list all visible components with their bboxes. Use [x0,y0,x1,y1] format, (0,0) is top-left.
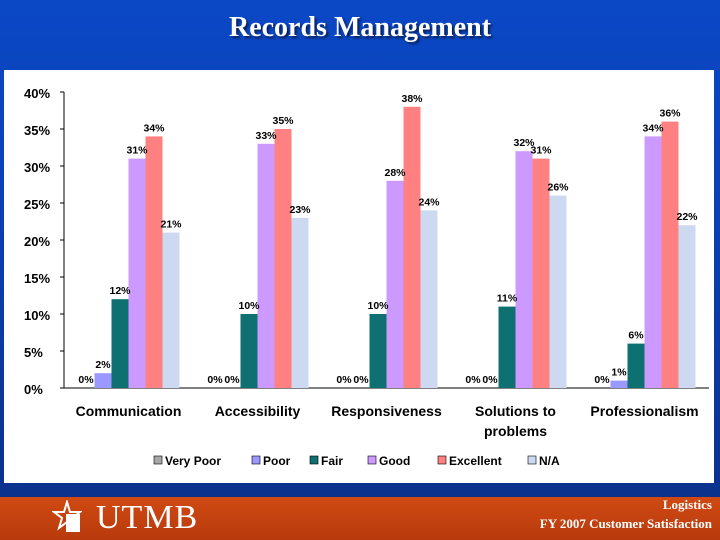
y-tick-label: 10% [24,308,50,323]
bar-data-label: 1% [611,367,627,379]
bar-data-label: 10% [367,300,389,312]
bar [162,232,180,388]
bar-data-label: 33% [255,130,277,142]
bar-data-label: 28% [384,167,406,179]
bar-data-label: 26% [547,182,569,194]
bar [274,129,292,388]
bar-data-label: 0% [224,374,240,386]
y-tick-label: 0% [24,382,43,397]
bar-data-label: 23% [289,204,311,216]
legend-item: Good [367,454,410,468]
utmb-logo-text: UTMB [96,499,199,536]
legend-swatch [251,455,261,465]
chart-bars [94,106,696,389]
bar-data-label: 21% [160,219,182,231]
legend-item: Poor [251,454,291,468]
bar-data-label: 0% [353,374,369,386]
bar [369,314,387,388]
y-tick-label: 5% [24,345,43,360]
chart-panel: 0% 5% 10% 15% 20% 25% 30% 35% 40% Communication Ac… [4,70,714,483]
bar-data-label: 0% [207,374,223,386]
legend-swatch [367,455,377,465]
bar [145,136,163,388]
footer-line-1: Logistics [662,497,712,512]
footer-bar [0,497,720,540]
bar-data-label: 31% [126,145,148,157]
bar-data-label: 31% [530,145,552,157]
bar-data-label: 35% [272,115,294,127]
bar [549,195,567,388]
bar [386,180,404,388]
bar [111,299,129,388]
legend-label: Very Poor [165,454,221,468]
bar [257,143,275,388]
bar-data-label: 0% [594,374,610,386]
y-tick-label: 15% [24,271,50,286]
bar-chart: 0% 5% 10% 15% 20% 25% 30% 35% 40% Communication Ac… [24,86,709,468]
bar-data-label: 34% [143,122,165,134]
x-tick-label: Solutions to [475,403,556,419]
slide-title: Records Management [228,12,492,43]
bar-data-label: 24% [418,196,440,208]
chart-axes: 0% 5% 10% 15% 20% 25% 30% 35% 40% Communication Ac… [24,86,709,439]
bar [532,158,550,388]
legend-item: Fair [309,454,343,468]
legend-label: Poor [263,454,291,468]
bar [627,343,645,388]
y-tick-label: 30% [24,160,50,175]
bar-data-label: 0% [336,374,352,386]
legend-label: N/A [539,454,560,468]
bar-data-label: 0% [78,374,94,386]
chart-legend: Very Poor Poor Fair Good Excellent N/A [153,454,560,468]
y-tick-label: 40% [24,86,50,101]
x-tick-label: Accessibility [215,403,301,419]
bar [94,373,112,388]
x-tick-label: Professionalism [590,403,698,419]
y-tick-label: 20% [24,234,50,249]
y-tick-label: 35% [24,123,50,138]
bar [420,210,438,388]
bar-data-label: 0% [465,374,481,386]
bar [498,306,516,388]
footer-line-2: FY 2007 Customer Satisfaction [539,516,712,531]
legend-item: Excellent [437,454,502,468]
bar [291,217,309,388]
x-tick-label: Communication [76,403,182,419]
x-tick-label: problems [484,423,547,439]
bar-data-label: 22% [676,211,698,223]
bar [610,380,628,388]
bar [240,314,258,388]
bar [644,136,662,388]
bar [403,106,421,389]
bar-data-label: 34% [642,122,664,134]
legend-swatch [437,455,447,465]
bar-data-label: 12% [109,285,131,297]
bar [515,151,533,388]
x-tick-label: Responsiveness [331,403,442,419]
legend-swatch [527,455,537,465]
bar [661,121,679,388]
legend-item: N/A [527,454,560,468]
legend-swatch [309,455,319,465]
legend-swatch [153,455,163,465]
bar [678,225,696,388]
bar [128,158,146,388]
legend-item: Very Poor [153,454,221,468]
bar-data-label: 6% [628,330,644,342]
legend-label: Fair [321,454,343,468]
chart-data-labels: 0%2%12%31%34%21%0% 0%10%33%35%23%0% 0%10%2… [78,93,698,386]
bar-data-label: 36% [659,108,681,120]
legend-label: Good [379,454,410,468]
bar-data-label: 0% [482,374,498,386]
bar-data-label: 11% [497,293,518,305]
star-logo-icon [52,500,82,532]
bar-data-label: 10% [238,300,260,312]
bar-data-label: 38% [401,93,423,105]
legend-label: Excellent [449,454,502,468]
bar-data-label: 2% [95,359,111,371]
y-tick-label: 25% [24,197,50,212]
bar-data-label: 32% [513,137,535,149]
